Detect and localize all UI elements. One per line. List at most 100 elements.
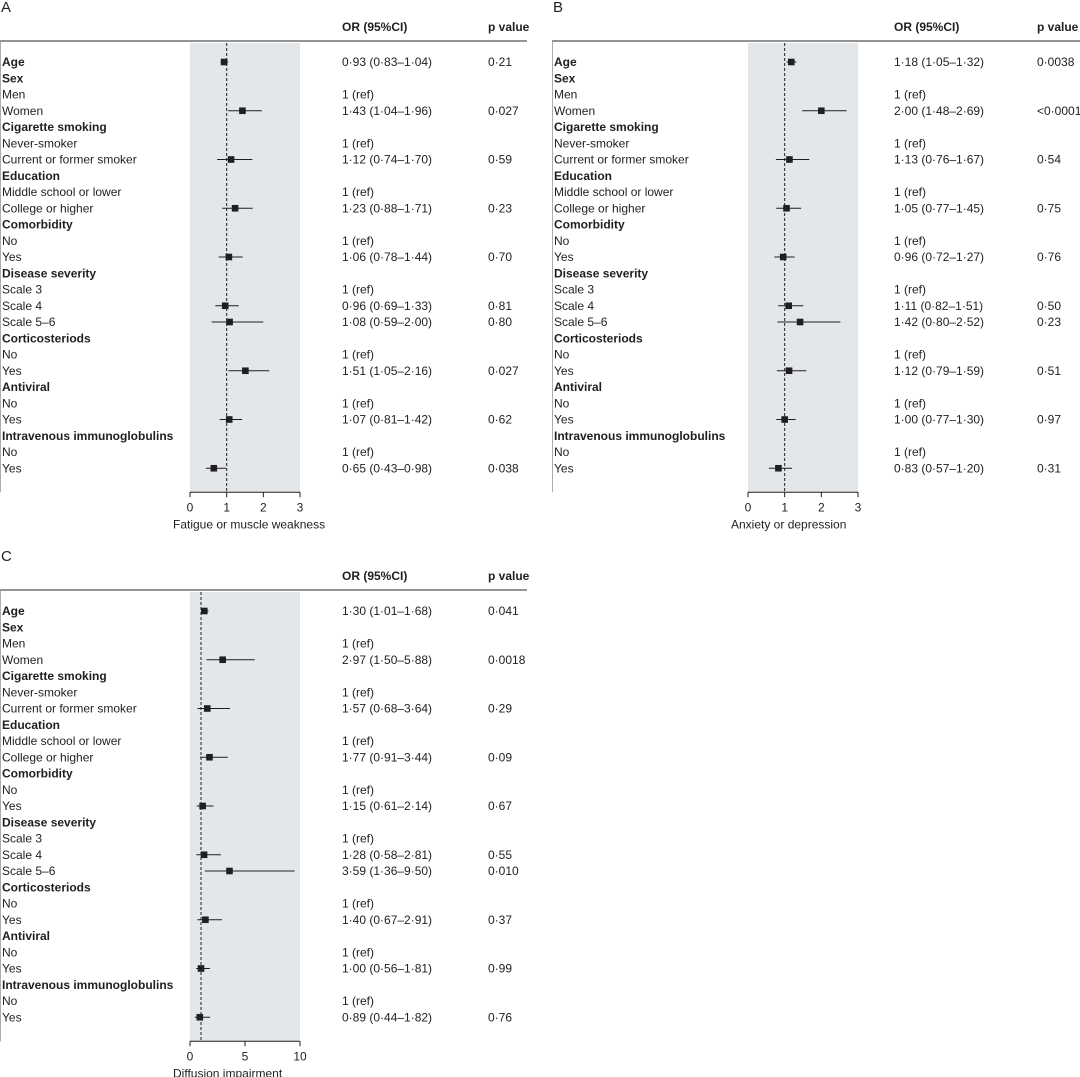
panel-b: B OR (95%CI) p value Age 1·18 (1·05–1·32) 0·0…	[552, 0, 1080, 531]
x-tick-label: 1	[223, 500, 230, 514]
row-group-heading: Sex	[2, 71, 24, 85]
or-point	[787, 58, 795, 66]
or-point	[199, 802, 206, 810]
or-point	[201, 607, 208, 615]
or-ci-value: 3·59 (1·36–9·50)	[342, 864, 432, 878]
row-group-heading: Comorbidity	[554, 218, 625, 232]
or-point	[239, 107, 246, 115]
or-ci-value: 1 (ref)	[894, 185, 926, 199]
or-ci-value: 1·18 (1·05–1·32)	[894, 55, 984, 69]
or-ci-value: 1·57 (0·68–3·64)	[342, 702, 432, 716]
row-group-heading: Education	[554, 169, 612, 183]
or-ci-value: 1·06 (0·78–1·44)	[342, 250, 432, 264]
p-value-column-header: p value	[488, 20, 530, 34]
row-label: Yes	[2, 799, 22, 813]
or-ci-value: 1 (ref)	[342, 185, 374, 199]
or-ci-value: 2·97 (1·50–5·88)	[342, 653, 432, 667]
row-group-heading: Education	[2, 169, 60, 183]
or-column-header: OR (95%CI)	[894, 20, 959, 34]
plot-shade	[190, 43, 300, 493]
or-point	[231, 204, 239, 212]
row-label: Current or former smoker	[554, 153, 689, 167]
row-group-heading: Sex	[2, 620, 24, 634]
p-value: 0·54	[1037, 153, 1061, 167]
or-point	[200, 851, 208, 859]
row-label: Women	[554, 104, 595, 118]
row-label: Never-smoker	[2, 685, 77, 699]
or-ci-value: 1·11 (0·82–1·51)	[894, 299, 983, 313]
or-ci-value: 1 (ref)	[342, 685, 374, 699]
or-ci-value: 1 (ref)	[894, 348, 926, 362]
row-label: No	[554, 396, 570, 410]
or-point	[197, 965, 205, 972]
row-label: Yes	[554, 461, 574, 475]
row-label: No	[2, 234, 18, 248]
or-point	[202, 916, 209, 924]
panel-c: C OR (95%CI) p value Age 1·30 (1·01–1·68) 0·0…	[0, 548, 530, 1077]
or-point	[206, 753, 213, 761]
row-group-heading: Antiviral	[554, 380, 602, 394]
row-group-heading: Age	[2, 604, 25, 618]
x-tick-label: 5	[242, 1049, 249, 1063]
or-ci-value: 1·12 (0·74–1·70)	[342, 153, 432, 167]
or-ci-value: 1 (ref)	[894, 88, 926, 102]
row-group-heading: Age	[554, 55, 577, 69]
row-group-heading: Disease severity	[554, 266, 648, 280]
p-value-column-header: p value	[1037, 20, 1079, 34]
or-point	[220, 58, 228, 66]
or-ci-value: 1 (ref)	[894, 396, 926, 410]
row-label: Scale 5–6	[554, 315, 608, 329]
or-point	[786, 156, 793, 163]
row-label: Current or former smoker	[2, 702, 137, 716]
row-label: Yes	[2, 1010, 22, 1024]
p-value: 0·29	[488, 702, 512, 716]
p-value: 0·75	[1037, 201, 1061, 215]
row-label: No	[2, 994, 18, 1008]
panel-letter: B	[553, 0, 563, 16]
row-label: No	[554, 234, 570, 248]
or-ci-value: 1·15 (0·61–2·14)	[342, 799, 432, 813]
row-label: Scale 4	[2, 299, 42, 313]
or-ci-value: 1·77 (0·91–3·44)	[342, 750, 432, 764]
or-ci-value: 1·13 (0·76–1·67)	[894, 153, 984, 167]
or-ci-value: 1 (ref)	[342, 445, 374, 459]
p-value: 0·70	[488, 250, 512, 264]
or-ci-value: 0·96 (0·69–1·33)	[342, 299, 432, 313]
or-ci-value: 1 (ref)	[342, 832, 374, 846]
or-ci-value: 1 (ref)	[894, 283, 926, 297]
row-label: Current or former smoker	[2, 153, 137, 167]
p-value: 0·0038	[1037, 55, 1075, 69]
or-column-header: OR (95%CI)	[342, 20, 407, 34]
p-value: <0·0001	[1037, 104, 1080, 118]
row-group-heading: Comorbidity	[2, 218, 73, 232]
row-label: Women	[2, 653, 43, 667]
p-value: 0·50	[1037, 299, 1061, 313]
or-ci-value: 1·42 (0·80–2·52)	[894, 315, 984, 329]
or-point	[225, 416, 233, 423]
or-point	[226, 318, 233, 326]
x-tick-label: 0	[745, 500, 752, 514]
x-axis-label: Fatigue or muscle weakness	[173, 517, 325, 531]
p-value: 0·62	[488, 413, 512, 427]
row-group-heading: Corticosteriods	[554, 331, 643, 345]
p-value: 0·80	[488, 315, 512, 329]
or-ci-value: 1·40 (0·67–2·91)	[342, 913, 432, 927]
x-tick-label: 0	[187, 1049, 194, 1063]
row-label: Scale 3	[2, 283, 42, 297]
or-point	[210, 464, 218, 472]
row-label: Middle school or lower	[2, 185, 121, 199]
or-point	[226, 867, 233, 875]
row-group-heading: Antiviral	[2, 929, 50, 943]
or-ci-value: 1·30 (1·01–1·68)	[342, 604, 432, 618]
or-ci-value: 1·07 (0·81–1·42)	[342, 413, 432, 427]
x-tick-label: 10	[293, 1049, 307, 1063]
or-column-header: OR (95%CI)	[342, 569, 407, 583]
p-value: 0·81	[488, 299, 512, 313]
plot-shade	[190, 592, 300, 1042]
p-value: 0·041	[488, 604, 519, 618]
p-value: 0·37	[488, 913, 512, 927]
p-value: 0·038	[488, 461, 519, 475]
row-label: Never-smoker	[2, 136, 77, 150]
or-point	[775, 464, 782, 472]
